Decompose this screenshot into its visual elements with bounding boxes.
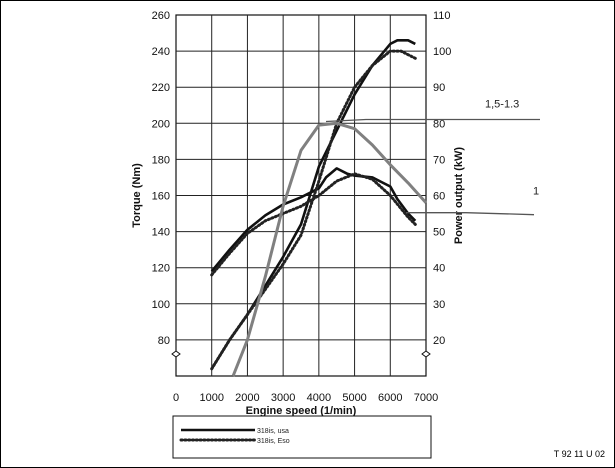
legend-label-1: 318is, Eso xyxy=(257,438,290,445)
figure-id: T 92 11 U 02 xyxy=(554,449,605,459)
y-left-tick-label: 180 xyxy=(152,154,170,166)
legend-box xyxy=(172,415,432,459)
y-left-tick-label: 260 xyxy=(152,10,170,22)
y-right-tick-label: 20 xyxy=(433,335,445,347)
y-right-axis-title: Power output (kW) xyxy=(453,147,465,244)
y-left-tick-label: 80 xyxy=(158,335,170,347)
annotation-leader-1 xyxy=(325,118,540,123)
x-tick-label: 2000 xyxy=(235,392,259,404)
legend-label-0: 318is, usa xyxy=(257,428,289,435)
x-tick-label: 4000 xyxy=(307,392,331,404)
annotation-label-1: 1,5-1.3 xyxy=(485,98,519,110)
y-right-tick-label: 30 xyxy=(433,299,445,311)
x-tick-label: 7000 xyxy=(414,392,438,404)
y-right-tick-label: 80 xyxy=(433,118,445,130)
y-right-tick-label: 60 xyxy=(433,191,445,203)
y-right-tick-label: 90 xyxy=(433,82,445,94)
axes: 0 1000 2000 3000 4000 5000 6000 7000 80 100 120 140… xyxy=(131,10,465,417)
y-right-tick-label: 110 xyxy=(433,10,451,22)
series-1-torque-line xyxy=(210,172,417,277)
y-left-tick-label: 140 xyxy=(152,227,170,239)
x-tick-label: 1000 xyxy=(199,392,223,404)
y-right-tick-label: 40 xyxy=(433,263,445,275)
x-tick-label: 0 xyxy=(173,392,179,404)
annotations: 1,5-1.3 1 xyxy=(325,98,540,216)
y-left-tick-label: 160 xyxy=(152,191,170,203)
y-right-tick-label: 100 xyxy=(433,46,451,58)
series-2-line xyxy=(231,121,428,377)
x-tick-label: 6000 xyxy=(378,392,402,404)
legend: 318is, usa 318is, Eso xyxy=(172,415,432,459)
y-left-axis-title: Torque (Nm) xyxy=(131,163,143,228)
annotation-label-2: 1 xyxy=(533,186,539,198)
y-right-tick-label: 50 xyxy=(433,227,445,239)
axis-break-left xyxy=(171,350,181,358)
y-left-tick-label: 200 xyxy=(152,118,170,130)
series-0-torque-line xyxy=(210,167,417,273)
y-left-tick-label: 220 xyxy=(152,82,170,94)
y-left-tick-label: 100 xyxy=(152,299,170,311)
y-left-tick-label: 240 xyxy=(152,46,170,58)
series-1-power-line xyxy=(210,49,417,371)
x-axis-title: Engine speed (1/min) xyxy=(246,405,357,417)
series-layer xyxy=(210,38,428,377)
y-right-tick-label: 70 xyxy=(433,154,445,166)
x-tick-label: 5000 xyxy=(342,392,366,404)
x-tick-label: 3000 xyxy=(271,392,295,404)
axis-break-right xyxy=(421,350,431,358)
annotation-leader-2 xyxy=(406,212,535,216)
y-left-tick-label: 120 xyxy=(152,263,170,275)
